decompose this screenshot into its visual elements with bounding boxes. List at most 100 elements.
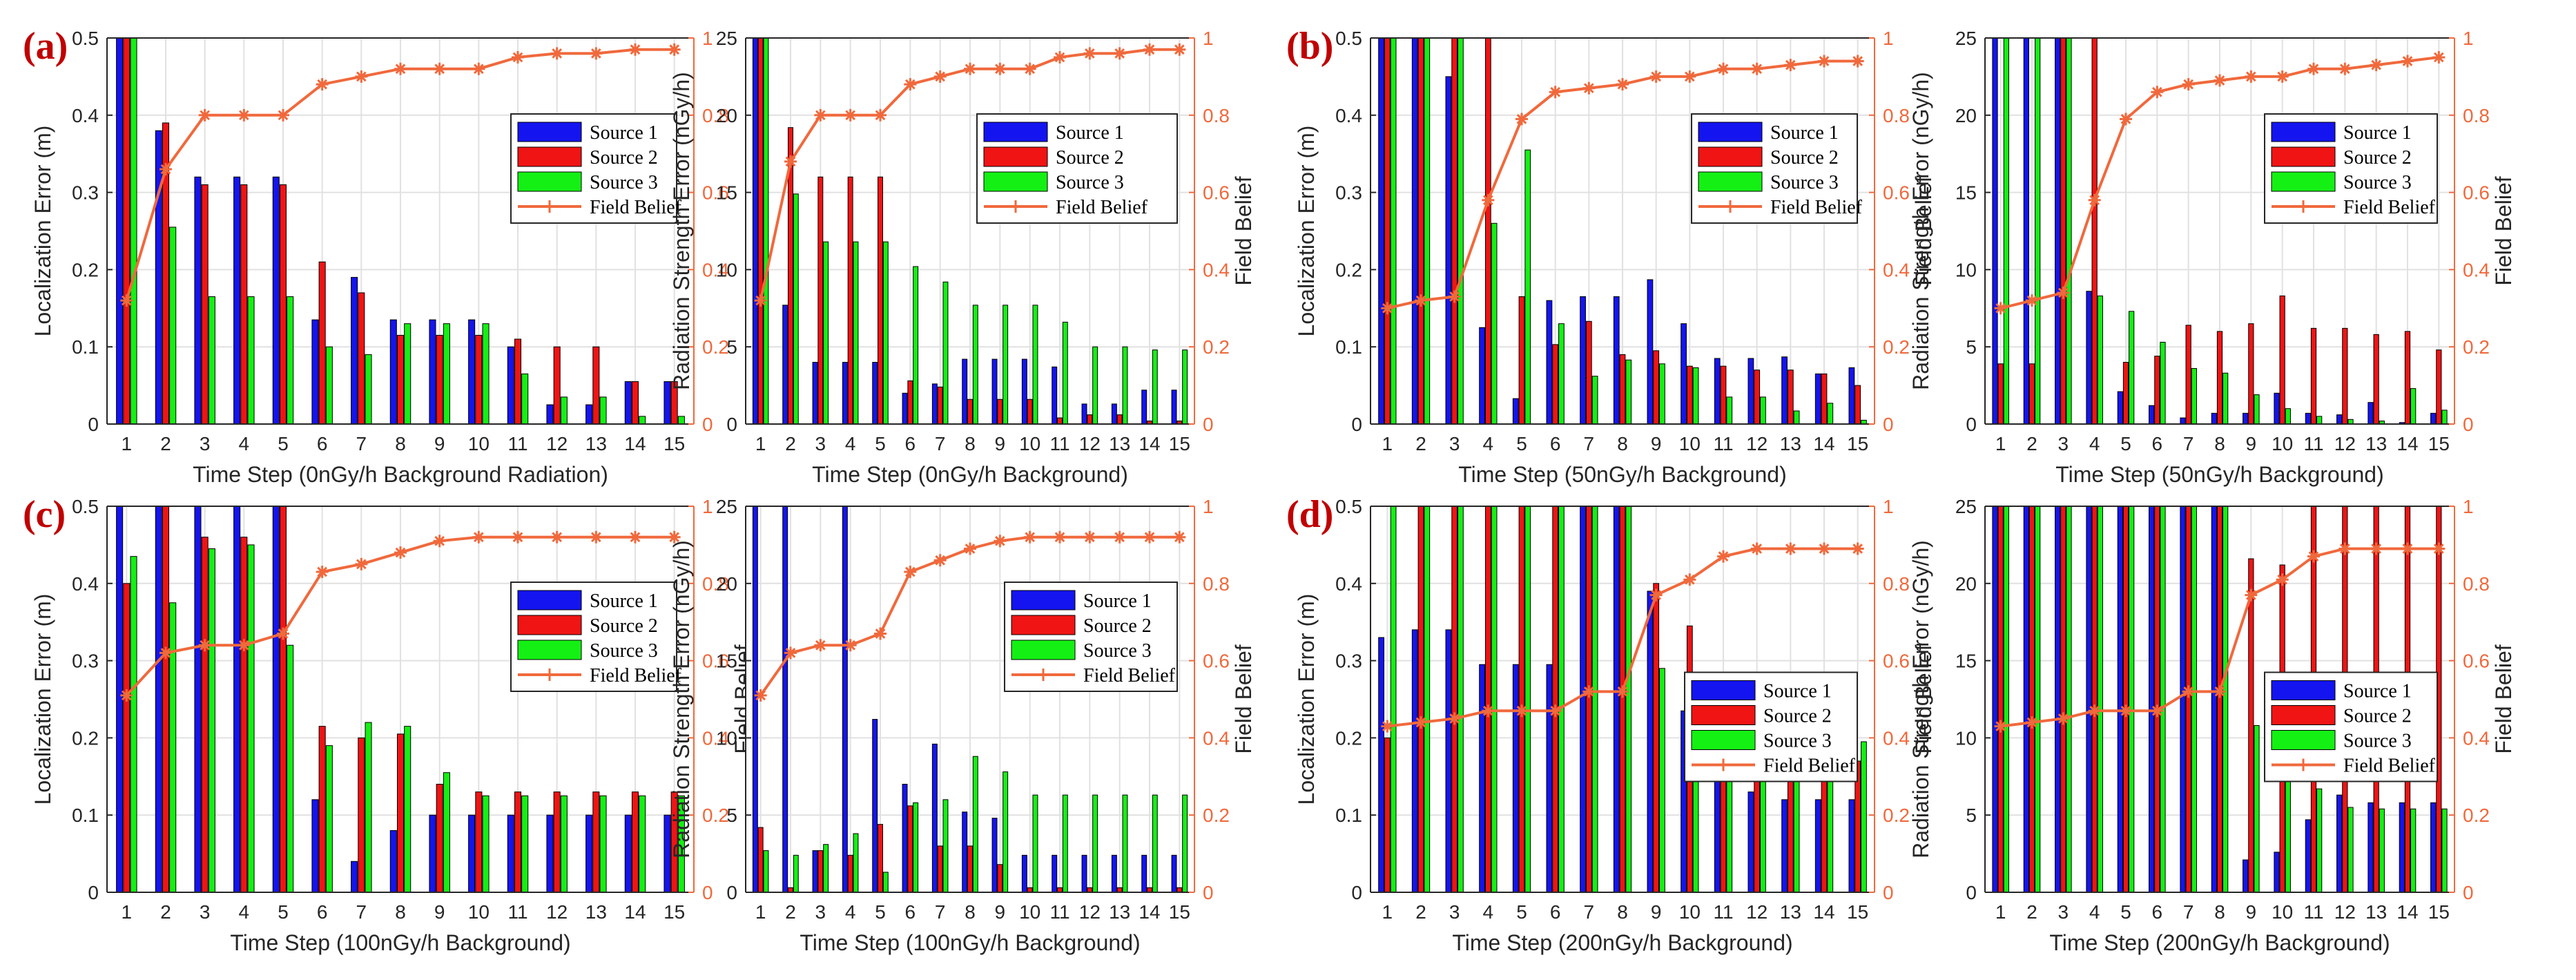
field-belief-point-14: [1818, 542, 1830, 555]
bar-s1-t8: [2211, 506, 2217, 892]
field-belief-point-13: [2370, 59, 2383, 72]
bar-s3-t15: [2441, 410, 2448, 424]
legend-label-3: Source 3: [590, 640, 658, 662]
bar-s2-t4: [1484, 506, 1491, 892]
bar-s3-t13: [1793, 410, 1800, 424]
bar-s3-t8: [972, 756, 978, 892]
bar-s1-t9: [1647, 590, 1654, 892]
field-belief-point-4: [844, 639, 857, 652]
bar-group: [752, 506, 1188, 892]
field-belief-point-2: [2026, 716, 2038, 729]
x-tick-label: 9: [434, 901, 445, 923]
bar-group: [752, 38, 1188, 424]
y-axis-label: Radiation Strength Error (nGy/h): [1908, 72, 1933, 390]
x-tick-label: 5: [2120, 433, 2131, 454]
legend-label-4: Field Belief: [2343, 756, 2436, 777]
y2-tick-label: 0.8: [702, 573, 729, 595]
bar-s1-t1: [116, 506, 124, 892]
bar-s2-t2: [1417, 38, 1424, 424]
bar-s1-t9: [991, 818, 998, 892]
y2-tick-label: 1: [702, 496, 713, 517]
legend-label-4: Field Belief: [590, 665, 682, 686]
x-tick-label: 2: [160, 433, 171, 454]
bar-s1-t15: [1171, 390, 1177, 424]
bar-s3-t15: [1182, 794, 1188, 892]
y-tick-label: 20: [1955, 573, 1977, 595]
field-belief-point-7: [355, 70, 368, 83]
bar-s1-t5: [1512, 398, 1519, 424]
bar-s1-t10: [2274, 392, 2280, 424]
legend-label-2: Source 2: [590, 147, 658, 169]
bar-s1-t4: [1479, 327, 1485, 424]
x-tick-label: 2: [160, 901, 171, 923]
bar-s1-t13: [2367, 402, 2374, 424]
bar-s2-t12: [1087, 887, 1093, 892]
x-tick-label: 6: [2152, 433, 2163, 454]
bar-s1-t11: [1052, 366, 1058, 424]
y-tick-label: 0.1: [1335, 336, 1362, 358]
x-tick-label: 9: [995, 433, 1006, 454]
chart-panel-1: 00.10.20.30.40.500.20.40.60.811 2 3 4 5 6 7 8 9 1…: [23, 25, 729, 487]
field-belief-point-13: [1113, 530, 1126, 544]
bar-s3-t11: [1062, 321, 1068, 424]
bar-s2-t6: [1552, 344, 1559, 424]
bar-s3-t12: [2347, 419, 2354, 424]
bar-s1-t2: [155, 130, 162, 424]
bar-s3-t4: [853, 833, 859, 892]
legend-swatch-1: [2271, 122, 2336, 142]
bar-s3-t9: [1003, 305, 1009, 424]
legend-label-4: Field Belief: [1056, 197, 1148, 218]
x-tick-label: 3: [815, 433, 826, 454]
x-tick-label: 14: [2396, 433, 2418, 454]
field-belief-point-6: [2151, 86, 2164, 99]
field-belief-point-13: [1113, 47, 1126, 60]
y2-tick-label: 0.6: [702, 182, 729, 204]
bar-s2-t7: [937, 386, 943, 424]
bar-s1-t14: [1814, 373, 1821, 424]
bar-s3-t14: [1827, 403, 1834, 424]
bar-s1-t10: [1021, 358, 1027, 424]
x-tick-label: 12: [1746, 433, 1768, 454]
bar-s3-t14: [639, 416, 646, 424]
bar-group: [1378, 506, 1867, 892]
field-belief-point-2: [1415, 716, 1427, 729]
x-tick-label: 1: [1995, 433, 2006, 454]
bar-s1-t4: [2086, 506, 2092, 892]
bar-s3-t9: [1659, 363, 1665, 424]
bar-s1-t3: [194, 176, 202, 424]
field-belief-point-11: [512, 530, 524, 544]
x-tick-label: 13: [2365, 901, 2387, 923]
bar-s1-t7: [2180, 417, 2186, 424]
y-tick-label: 0: [88, 882, 99, 903]
bar-s3-t15: [1182, 349, 1188, 424]
field-belief-point-2: [784, 646, 797, 660]
x-tick-label: 12: [1746, 901, 1768, 923]
x-tick-label: 15: [664, 901, 685, 923]
y2-tick-label: 1: [1883, 28, 1894, 49]
bar-s1-t13: [585, 814, 593, 892]
bar-s1-t2: [2023, 38, 2029, 424]
bar-s3-t14: [639, 795, 646, 892]
bar-s2-t4: [2091, 506, 2098, 892]
legend-label-1: Source 1: [2343, 122, 2412, 144]
y-axis-label: Localization Error (m): [1294, 126, 1319, 337]
y-tick-label: 15: [716, 651, 737, 672]
field-belief-point-9: [2245, 70, 2258, 83]
y-tick-label: 5: [1966, 336, 1977, 358]
bar-s3-t4: [247, 296, 255, 424]
bar-s1-t3: [1445, 629, 1452, 892]
legend-label-4: Field Belief: [1083, 665, 1176, 686]
bar-s2-t14: [1821, 373, 1828, 424]
field-belief-point-6: [316, 566, 329, 579]
x-tick-label: 6: [905, 433, 916, 454]
field-belief-point-9: [994, 62, 1007, 75]
bar-s3-t9: [443, 772, 450, 892]
x-tick-label: 14: [2396, 901, 2418, 923]
bar-s1-t6: [311, 799, 319, 892]
bar-s1-t2: [1411, 629, 1418, 892]
bar-s2-t6: [318, 726, 326, 892]
bar-s1-t11: [1052, 854, 1058, 892]
bar-s3-t2: [169, 227, 177, 424]
field-belief-point-4: [844, 108, 857, 122]
